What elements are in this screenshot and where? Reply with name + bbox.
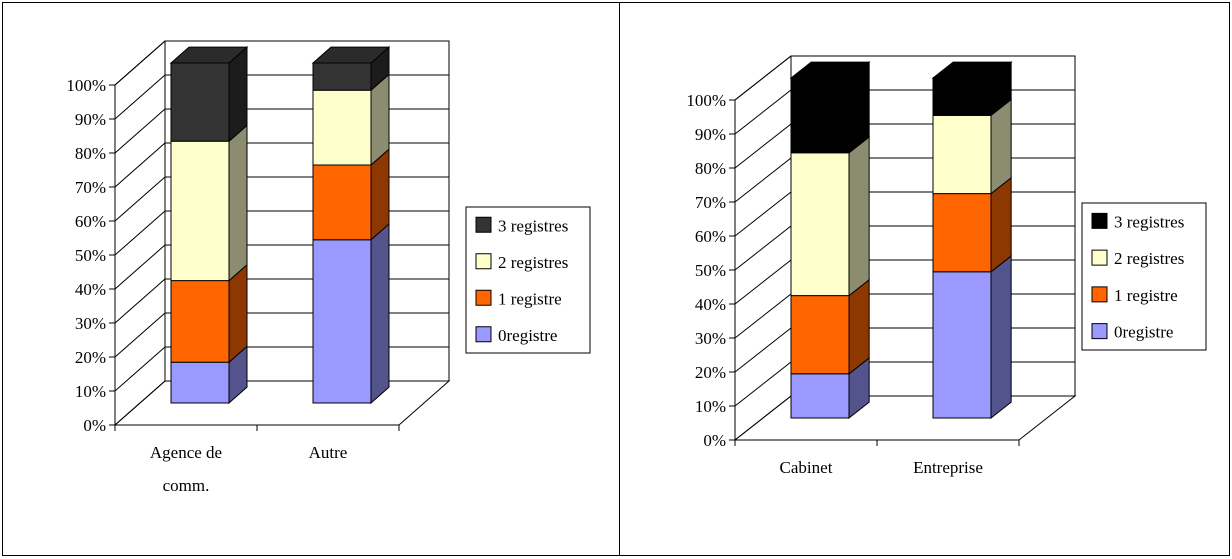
bar-side-0registre <box>370 222 390 405</box>
bar-segment-2-registres <box>312 89 372 166</box>
y-tick-label: 30% <box>75 314 106 333</box>
y-tick-label: 80% <box>695 159 726 178</box>
y-tick-label: 80% <box>75 144 106 163</box>
bar-top-3-registres <box>169 46 249 64</box>
legend-swatch <box>1091 249 1108 266</box>
bar-side-1-registre <box>990 176 1012 273</box>
gridline <box>114 40 449 86</box>
legend-swatch <box>1091 286 1108 303</box>
legend: 3 registres 2 registres 1 registre 0registr… <box>1081 202 1207 351</box>
bar-segment-2-registres <box>170 140 230 282</box>
y-tick-label: 0% <box>83 416 106 435</box>
bar-segment-3-registres <box>932 77 992 116</box>
y-tick-label: 70% <box>75 178 106 197</box>
y-tick-label: 40% <box>695 295 726 314</box>
legend-swatch <box>475 326 492 343</box>
y-tick-label: 0% <box>703 431 726 450</box>
bar-side-0registre <box>990 254 1012 420</box>
bar-segment-2-registres <box>790 152 850 297</box>
bar-segment-3-registres <box>790 77 850 154</box>
y-tick-label: 50% <box>695 261 726 280</box>
legend-label: 3 registres <box>498 216 568 235</box>
bar-segment-1-registre <box>312 164 372 241</box>
y-tick-label: 70% <box>695 193 726 212</box>
chart-agence-autre: 0% 10% 20% 30% 40% 50% 60% 70% 80% 90% 100% Agence … <box>66 40 591 495</box>
bar-segment-0registre <box>312 239 372 404</box>
legend-label: 0registre <box>498 326 557 345</box>
y-tick-label: 20% <box>695 363 726 382</box>
bar-segment-3-registres <box>312 62 372 91</box>
bar-segment-3-registres <box>170 62 230 142</box>
chart-cabinet-entreprise: 0% 10% 20% 30% 40% 50% 60% 70% 80% 90% 100% Cabinet… <box>686 55 1207 477</box>
y-tick-label: 20% <box>75 348 106 367</box>
bar-segment-1-registre <box>170 280 230 363</box>
x-tick-label: Cabinet <box>780 458 833 477</box>
legend-swatch <box>475 216 492 233</box>
y-tick-label: 90% <box>695 125 726 144</box>
y-tick-label: 60% <box>695 227 726 246</box>
legend-swatch <box>475 289 492 306</box>
y-tick-label: 30% <box>695 329 726 348</box>
legend-label: 0registre <box>1114 323 1173 342</box>
x-tick-label: Agence de comm. <box>150 443 222 495</box>
legend-swatch <box>1091 212 1108 229</box>
bar-top-3-registres <box>789 61 871 79</box>
y-tick-label: 40% <box>75 280 106 299</box>
bar-side-2-registres <box>228 124 248 282</box>
bar-segment-0registre <box>790 373 850 419</box>
bar-side-2-registres <box>848 135 870 297</box>
legend-swatch <box>1091 323 1108 340</box>
bar-segment-0registre <box>170 361 230 404</box>
legend-label: 2 registres <box>498 253 568 272</box>
x-tick-label: Entreprise <box>913 458 983 477</box>
x-tick-label: Autre <box>309 443 348 462</box>
legend-label: 3 registres <box>1114 212 1184 231</box>
legend-swatch <box>475 253 492 270</box>
bar-segment-2-registres <box>932 114 992 195</box>
y-tick-label: 100% <box>686 91 726 110</box>
bar-segment-0registre <box>932 271 992 419</box>
y-tick-label: 90% <box>75 110 106 129</box>
bar-segment-1-registre <box>932 193 992 273</box>
bar-side-1-registre <box>848 278 870 375</box>
legend-label: 1 registre <box>1114 286 1178 305</box>
legend-label: 1 registre <box>498 289 562 308</box>
y-tick-label: 10% <box>695 397 726 416</box>
legend: 3 registres 2 registres 1 registre 0registr… <box>465 206 591 354</box>
bar-top-3-registres <box>931 61 1013 79</box>
bar-segment-1-registre <box>790 295 850 375</box>
y-tick-label: 50% <box>75 246 106 265</box>
bar-side-1-registre <box>228 263 248 364</box>
legend-label: 2 registres <box>1114 249 1184 268</box>
bar-side-2-registres <box>990 98 1012 195</box>
bar-top-3-registres <box>311 46 391 64</box>
y-tick-label: 100% <box>66 76 106 95</box>
y-tick-label: 10% <box>75 382 106 401</box>
gridline <box>734 55 1075 101</box>
y-tick-label: 60% <box>75 212 106 231</box>
